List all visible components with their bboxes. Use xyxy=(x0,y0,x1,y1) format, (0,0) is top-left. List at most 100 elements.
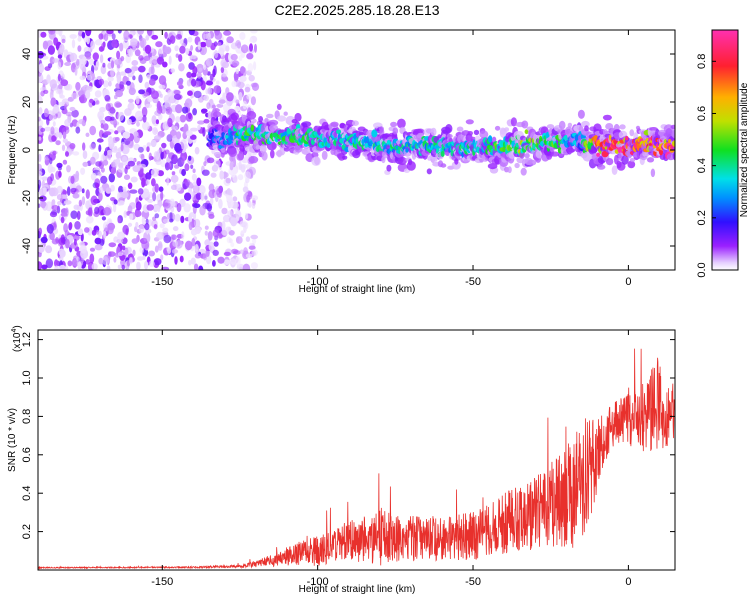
noise-blob xyxy=(184,98,193,108)
noise-blob xyxy=(55,237,59,244)
noise-blob xyxy=(156,56,165,65)
noise-blob xyxy=(100,167,105,173)
noise-blob xyxy=(187,90,193,96)
noise-blob xyxy=(230,248,239,254)
noise-blob xyxy=(137,256,144,261)
signal-halo xyxy=(397,118,406,129)
noise-blob xyxy=(151,59,158,66)
noise-blob xyxy=(153,224,158,230)
noise-blob xyxy=(188,30,195,36)
noise-blob xyxy=(244,212,249,220)
signal-halo xyxy=(255,145,261,150)
noise-blob xyxy=(235,256,241,266)
noise-blob xyxy=(77,45,82,52)
noise-blob xyxy=(81,85,90,91)
signal-halo xyxy=(627,160,636,169)
noise-blob xyxy=(174,164,180,169)
noise-blob xyxy=(194,243,199,252)
noise-blob xyxy=(104,94,111,102)
noise-blob xyxy=(142,255,146,260)
noise-blob xyxy=(194,80,202,88)
noise-blob xyxy=(214,50,219,59)
noise-blob xyxy=(193,218,201,229)
noise-blob xyxy=(84,227,90,233)
noise-blob xyxy=(192,108,198,116)
noise-blob xyxy=(175,104,183,114)
noise-blob xyxy=(60,216,65,224)
noise-blob xyxy=(148,250,156,257)
snr-ylabel: SNR (10 * v/v) xyxy=(7,408,18,472)
signal-halo xyxy=(220,147,226,153)
noise-blob xyxy=(245,253,253,259)
noise-blob xyxy=(107,153,112,161)
noise-blob xyxy=(222,214,231,223)
noise-blob xyxy=(190,78,197,87)
noise-blob xyxy=(51,135,57,142)
noise-blob xyxy=(49,90,54,100)
noise-blob xyxy=(79,244,87,254)
noise-blob xyxy=(47,163,53,174)
noise-blob xyxy=(81,196,86,206)
noise-blob xyxy=(196,177,202,187)
noise-blob xyxy=(64,119,71,127)
noise-blob xyxy=(246,194,251,203)
noise-blob xyxy=(151,178,156,187)
noise-blob xyxy=(103,230,107,239)
signal-halo xyxy=(507,166,512,174)
noise-blob xyxy=(117,217,121,224)
signal-core xyxy=(336,129,342,135)
signal-halo xyxy=(406,161,416,171)
y-tick-label: 0.4 xyxy=(21,486,33,501)
signal-halo xyxy=(602,114,612,121)
noise-blob xyxy=(204,230,208,236)
noise-blob xyxy=(144,260,149,270)
noise-blob xyxy=(235,99,240,104)
noise-blob xyxy=(222,259,231,266)
noise-blob xyxy=(167,117,173,128)
noise-blob xyxy=(184,240,193,251)
colorbar-label: Normalized spectral amplitude xyxy=(739,82,750,217)
noise-blob xyxy=(94,206,100,215)
signal-halo xyxy=(378,126,384,132)
noise-blob xyxy=(89,247,96,252)
noise-blob xyxy=(234,105,241,112)
noise-blob xyxy=(178,54,183,62)
noise-blob xyxy=(197,41,201,51)
noise-blob xyxy=(132,249,136,256)
noise-blob xyxy=(211,104,216,109)
noise-blob xyxy=(75,81,81,91)
noise-blob xyxy=(238,91,243,101)
signal-halo xyxy=(330,121,339,128)
noise-blob xyxy=(202,127,206,137)
noise-blob xyxy=(95,161,102,167)
noise-blob xyxy=(131,238,139,244)
noise-blob xyxy=(44,108,49,118)
noise-blob xyxy=(148,152,152,161)
noise-blob xyxy=(152,192,157,202)
signal-halo xyxy=(521,120,529,129)
noise-blob xyxy=(77,228,84,236)
noise-blob xyxy=(40,31,47,38)
snr-scale-base: (x10 xyxy=(12,332,23,352)
noise-blob xyxy=(190,45,194,51)
noise-blob xyxy=(171,234,177,240)
noise-blob xyxy=(174,125,178,131)
noise-blob xyxy=(94,244,103,251)
noise-blob xyxy=(238,160,242,171)
noise-blob xyxy=(42,184,49,190)
noise-blob xyxy=(48,113,57,121)
signal-halo xyxy=(271,141,276,150)
noise-blob xyxy=(179,45,186,54)
y-tick-label: 0.2 xyxy=(21,524,33,539)
noise-blob xyxy=(98,78,105,86)
noise-blob xyxy=(160,191,164,201)
noise-blob xyxy=(188,259,192,266)
noise-blob xyxy=(180,215,185,224)
noise-blob xyxy=(136,121,140,127)
noise-blob xyxy=(218,198,223,209)
noise-blob xyxy=(135,221,139,228)
signal-halo xyxy=(430,127,437,136)
y-tick-label: 40 xyxy=(21,48,33,60)
noise-blob xyxy=(49,30,54,34)
noise-blob xyxy=(146,30,153,36)
